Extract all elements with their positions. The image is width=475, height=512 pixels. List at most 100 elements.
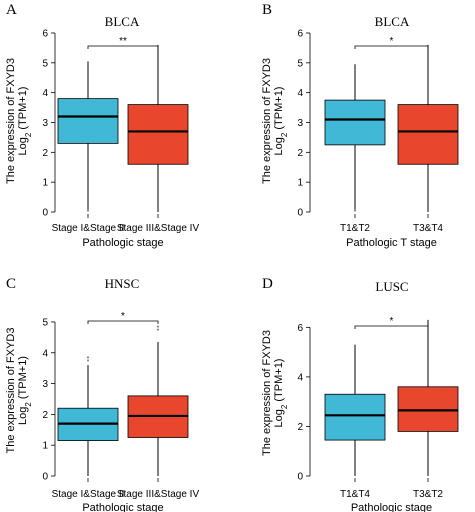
outlier-point: [156, 325, 160, 328]
panel-b: B BLCA 0 1 2 3 4 5 6 The expression of FXYD3Log2 …: [261, 2, 459, 249]
box-body: [324, 393, 386, 441]
y-tick-label: 1: [42, 441, 48, 452]
panel-title: HNSC: [105, 276, 140, 291]
x-tick-label: T1&T4: [340, 489, 370, 500]
y-axis-label-subscript: 2: [280, 132, 289, 137]
y-axis-label-unit: (TPM+1): [17, 356, 29, 402]
y-axis-label-line1: The expression of FXYD3: [261, 58, 273, 184]
panel-title: BLCA: [105, 14, 140, 29]
y-tick-label: 5: [297, 58, 303, 69]
y-tick-label: 0: [42, 472, 48, 483]
y-tick-label: 0: [42, 208, 48, 219]
box-0: [57, 356, 119, 476]
y-axis-label-line1: The expression of FXYD3: [5, 58, 17, 184]
box-0: [324, 344, 386, 476]
x-axis-label: Pathologic stage: [351, 502, 432, 512]
y-tick-label: 5: [42, 58, 48, 69]
significance-bracket: [87, 320, 159, 324]
outlier-point: [86, 356, 90, 359]
y-axis-label-line2: Log2 (TPM+1): [17, 87, 33, 156]
panel-letter: B: [262, 2, 272, 18]
y-axis-label-line2: Log2 (TPM+1): [273, 87, 289, 156]
significance-bracket: [354, 325, 429, 329]
y-tick-label: 1: [297, 178, 303, 189]
y-tick-label: 3: [42, 379, 48, 390]
y-tick-label: 2: [42, 148, 48, 159]
panel-title: LUSC: [375, 279, 408, 294]
box-1: [127, 44, 189, 212]
y-tick-label: 5: [42, 317, 48, 328]
significance-label: *: [390, 316, 394, 327]
x-tick-label: Stage III&Stage IV: [117, 489, 200, 500]
y-tick-label: 6: [42, 28, 48, 39]
y-tick-label: 4: [297, 372, 303, 383]
y-axis-label-subscript: 2: [24, 132, 33, 137]
y-tick-label: 2: [297, 422, 303, 433]
panel-letter: C: [6, 276, 16, 292]
y-axis-label-subscript: 2: [24, 402, 33, 407]
box-1: [127, 325, 189, 476]
box-body: [397, 386, 459, 432]
y-axis-label-unit: (TPM+1): [273, 359, 285, 405]
box-body: [397, 104, 459, 165]
y-axis-label: The expression of FXYD3Log2 (TPM+1): [261, 330, 289, 456]
y-tick-label: 4: [297, 88, 303, 99]
outlier-point: [156, 328, 160, 331]
box-1: [397, 319, 459, 476]
y-axis-label: The expression of FXYD3Log2 (TPM+1): [261, 58, 289, 184]
x-tick-label: Stage I&Stage II: [52, 223, 125, 234]
y-tick-label: 0: [297, 472, 303, 483]
outlier-point: [353, 209, 357, 212]
y-tick-label: 6: [297, 323, 303, 334]
x-tick-label: T3&T2: [413, 489, 443, 500]
y-axis-label-line2: Log2 (TPM+1): [273, 359, 289, 428]
significance-label: *: [121, 311, 125, 322]
y-axis-label-unit: (TPM+1): [17, 87, 29, 133]
y-tick-label: 0: [297, 208, 303, 219]
x-tick-label: Stage III&Stage IV: [117, 223, 200, 234]
y-axis-label-log: Log: [273, 409, 285, 427]
y-tick-label: 1: [42, 178, 48, 189]
y-tick-label: 4: [42, 88, 48, 99]
panel-letter: D: [262, 276, 273, 292]
y-tick-label: 2: [42, 410, 48, 421]
outlier-point: [86, 359, 90, 362]
y-axis-label-log: Log: [17, 137, 29, 155]
y-axis-label-line1: The expression of FXYD3: [261, 330, 273, 456]
significance-bracket: [87, 45, 159, 49]
significance-label: *: [390, 36, 394, 47]
significance-label: **: [119, 36, 127, 47]
panel-title: BLCA: [375, 14, 410, 29]
x-tick-label: T1&T2: [340, 223, 370, 234]
x-axis-label: Pathologic stage: [82, 502, 163, 512]
box-0: [57, 61, 119, 212]
y-axis-label-line1: The expression of FXYD3: [5, 328, 17, 454]
y-axis-label-log: Log: [17, 407, 29, 425]
y-axis-label: The expression of FXYD3Log2 (TPM+1): [5, 328, 33, 454]
y-axis-label-subscript: 2: [280, 404, 289, 409]
y-axis-label-line2: Log2 (TPM+1): [17, 356, 33, 425]
x-tick-label: Stage I&Stage II: [52, 489, 125, 500]
y-axis-label-unit: (TPM+1): [273, 87, 285, 133]
significance-bracket: [354, 45, 429, 49]
x-axis-label: Pathologic stage: [82, 237, 163, 249]
box-body: [127, 104, 189, 165]
box-body: [57, 98, 119, 144]
box-1: [397, 44, 459, 212]
panel-a: A BLCA 0 1 2 3 4 5 6 The expression of FXYD3Log2 …: [5, 2, 199, 249]
y-tick-label: 4: [42, 348, 48, 359]
y-tick-label: 6: [297, 28, 303, 39]
x-axis-label: Pathologic T stage: [346, 237, 437, 249]
y-tick-label: 2: [297, 148, 303, 159]
box-body: [324, 99, 386, 146]
y-axis-label-log: Log: [273, 137, 285, 155]
panel-letter: A: [6, 2, 17, 18]
y-axis-label: The expression of FXYD3Log2 (TPM+1): [5, 58, 33, 184]
y-tick-label: 3: [42, 118, 48, 129]
y-tick-label: 3: [297, 118, 303, 129]
x-tick-label: T3&T4: [413, 223, 443, 234]
box-0: [324, 64, 386, 212]
